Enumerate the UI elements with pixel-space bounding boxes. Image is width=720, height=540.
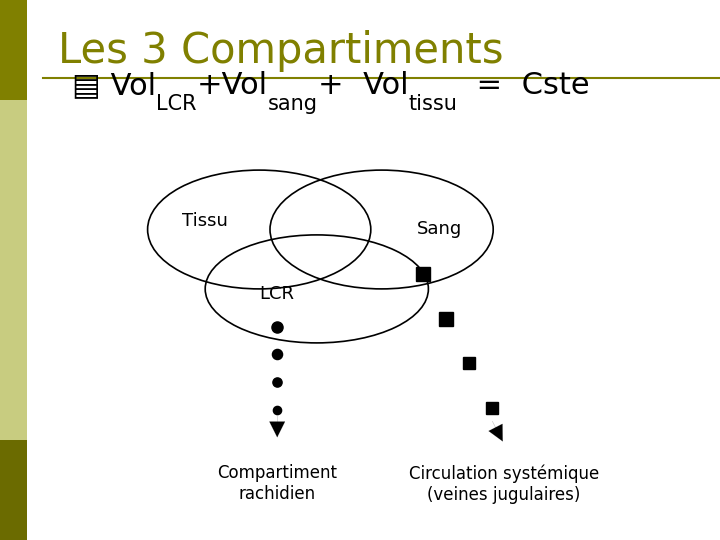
Text: Les 3 Compartiments: Les 3 Compartiments — [58, 30, 503, 72]
Text: LCR: LCR — [156, 93, 197, 113]
Text: Sang: Sang — [417, 220, 462, 239]
Text: tissu: tissu — [408, 93, 457, 113]
Bar — [0, 440, 27, 540]
Text: =  Cste: = Cste — [457, 71, 590, 100]
Text: LCR: LCR — [260, 285, 294, 303]
Text: +  Vol: + Vol — [318, 71, 408, 100]
Text: sang: sang — [268, 93, 318, 113]
Text: Circulation systémique
(veines jugulaires): Circulation systémique (veines jugulaire… — [409, 464, 599, 504]
Text: Tissu: Tissu — [182, 212, 228, 231]
Bar — [0, 0, 27, 100]
Bar — [0, 100, 27, 440]
Text: Compartiment
rachidien: Compartiment rachidien — [217, 464, 337, 503]
Text: ▤ Vol: ▤ Vol — [72, 71, 156, 100]
Text: +Vol: +Vol — [197, 71, 268, 100]
